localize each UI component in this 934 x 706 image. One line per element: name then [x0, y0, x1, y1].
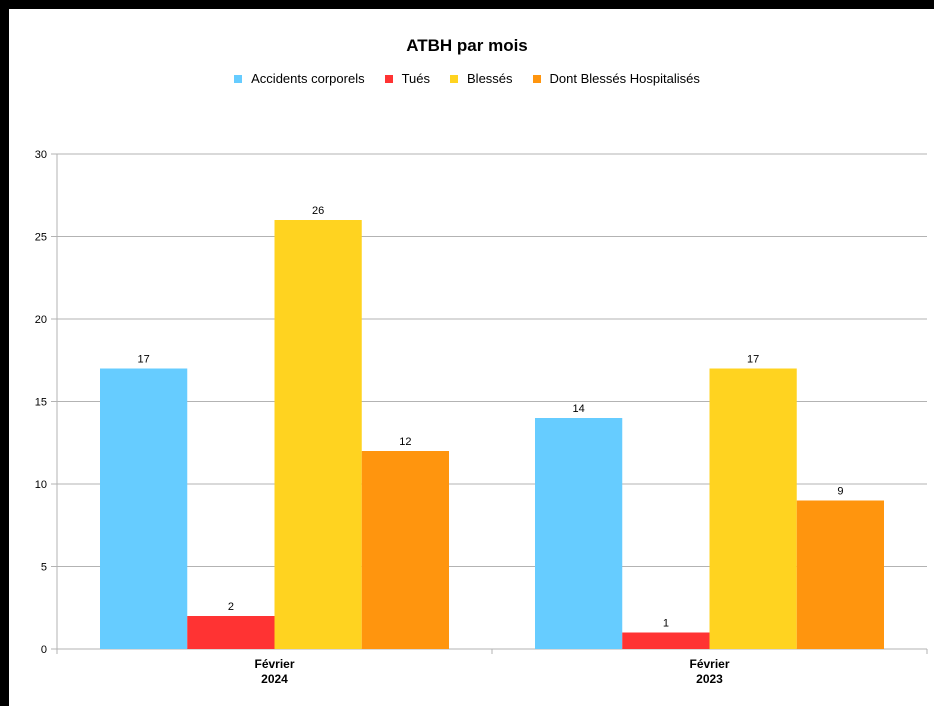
bar	[100, 368, 188, 649]
x-tick-label: 2023	[696, 672, 723, 686]
legend-item-accidents: Accidents corporels	[234, 71, 365, 86]
data-label: 9	[837, 486, 843, 498]
y-tick-label: 25	[35, 232, 47, 244]
y-tick-label: 10	[35, 479, 47, 491]
legend-label: Dont Blessés Hospitalisés	[549, 71, 700, 86]
bar	[535, 418, 623, 649]
legend-swatch	[384, 74, 393, 83]
legend-item-blesses: Blessés	[450, 71, 513, 86]
y-tick-label: 5	[41, 562, 47, 574]
data-label: 1	[663, 618, 669, 630]
data-label: 2	[228, 601, 234, 613]
data-label: 17	[138, 354, 150, 366]
legend-item-tues: Tués	[384, 71, 431, 86]
bar	[796, 500, 884, 649]
x-tick-label: 2024	[261, 672, 288, 686]
x-tick-label: Février	[689, 657, 729, 671]
legend-swatch	[532, 74, 541, 83]
data-label: 12	[399, 436, 411, 448]
bar	[187, 616, 275, 649]
y-tick-label: 20	[35, 314, 47, 326]
y-tick-label: 0	[41, 644, 47, 656]
data-label: 26	[312, 205, 324, 217]
chart-title: ATBH par mois	[406, 36, 528, 55]
bar	[361, 451, 449, 649]
legend-label: Tués	[401, 71, 431, 86]
data-label: 17	[747, 354, 759, 366]
bar	[622, 632, 710, 649]
y-tick-label: 30	[35, 149, 47, 161]
chart-legend: Accidents corporels Tués Blessés Dont Bl…	[0, 71, 934, 86]
bar	[274, 220, 362, 649]
legend-label: Blessés	[467, 71, 513, 86]
x-tick-label: Février	[254, 657, 294, 671]
data-label: 14	[573, 403, 585, 415]
legend-item-hospitalises: Dont Blessés Hospitalisés	[532, 71, 700, 86]
legend-swatch	[450, 74, 459, 83]
y-tick-label: 15	[35, 397, 47, 409]
legend-label: Accidents corporels	[251, 71, 365, 86]
legend-swatch	[234, 74, 243, 83]
bar	[709, 368, 797, 649]
